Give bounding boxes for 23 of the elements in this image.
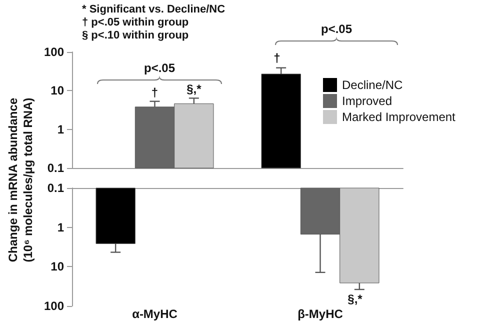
y-tick-label: 1 — [57, 122, 64, 136]
text: p<.05 — [320, 22, 352, 36]
legend-label: Decline/NC — [342, 78, 404, 92]
y-tick-label: 0.1 — [47, 181, 64, 195]
text: † p<.05 within group — [82, 16, 189, 28]
text: § p<.10 within group — [82, 30, 189, 42]
y-axis-title: Change in mRNA abundance (10⁶ molecules/µg total RNA) — [6, 96, 36, 264]
x-tick-label: α-MyHC — [132, 307, 178, 321]
annotation: p<.05 — [144, 61, 176, 75]
y-tick-label: 100 — [44, 45, 64, 59]
y-tick-label: 100 — [44, 299, 64, 313]
annotation: † — [274, 51, 280, 65]
legend-label: Improved — [342, 94, 392, 108]
y-tick-label: 0.1 — [47, 161, 64, 175]
y-tick-label: 1 — [57, 220, 64, 234]
y-tick-label: 10 — [50, 260, 64, 274]
legend-label: Marked Improvement — [342, 110, 456, 124]
annotation: §,* — [186, 82, 202, 96]
annotation: §,* — [348, 292, 363, 306]
annotation: † — [151, 85, 158, 100]
x-tick-label: β-MyHC — [298, 307, 344, 321]
y-tick-label: 10 — [50, 84, 64, 98]
text: * Significant vs. Decline/NC — [82, 4, 226, 16]
